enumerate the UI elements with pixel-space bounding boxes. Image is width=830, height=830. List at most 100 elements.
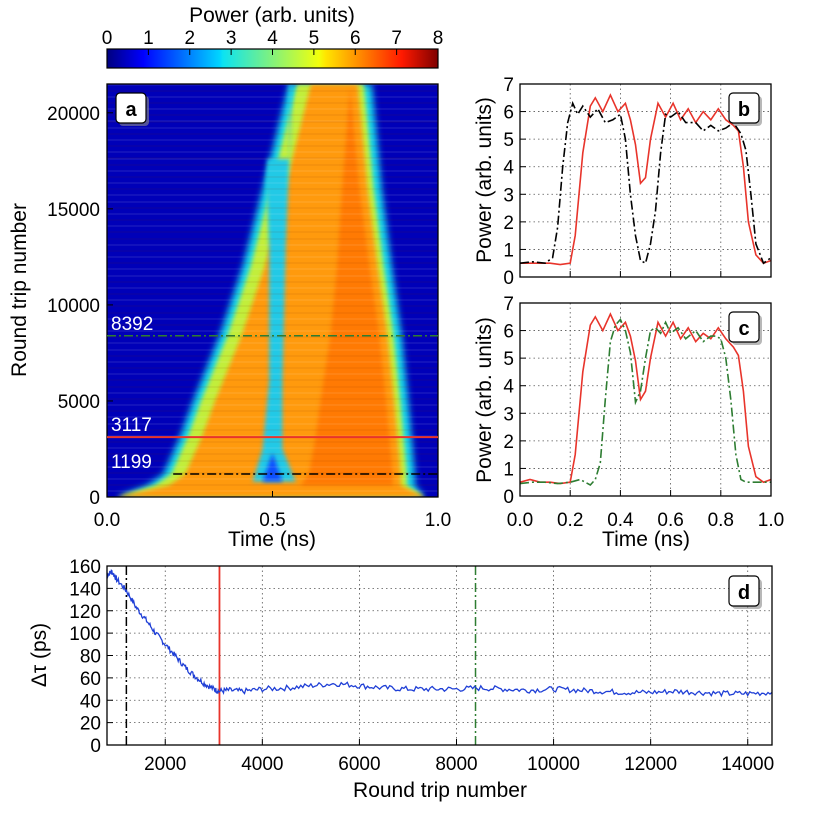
panel-a-label: a [125, 99, 137, 121]
panel-a-badge: a [115, 92, 149, 126]
panel-d-ytick-label: 80 [80, 647, 101, 668]
panel-d-ytick-label: 40 [80, 691, 101, 712]
panel-b-axes: 0 1 2 3 4 5 6 7 [503, 75, 772, 289]
panel-ytick-label: 3 [503, 404, 514, 425]
panel-d-xtick-label: 6000 [338, 754, 380, 775]
panel-d-ytick-label: 100 [69, 624, 101, 645]
panel-c-axes: 0 1 2 3 4 5 6 7 0.0 0.2 0.4 0.6 0.8 1.0 [503, 294, 784, 531]
colorbar: Power (arb. units) 0 1 2 3 4 5 6 7 8 [102, 4, 444, 69]
panel-ytick-label: 7 [503, 294, 514, 315]
series-line-1 [520, 100, 771, 265]
panel-c-label: c [738, 318, 749, 340]
panel-c: 0 1 2 3 4 5 6 7 0.0 0.2 0.4 0.6 0.8 1.0 Time (ns) Pow… [473, 294, 784, 551]
colorbar-tick-label: 3 [226, 28, 237, 49]
panel-ytick-label: 5 [503, 130, 514, 151]
panel-d-ytick-label: 160 [69, 557, 101, 578]
panel-a-ytick-label: 5000 [58, 392, 100, 413]
panel-d-badge: d [728, 575, 762, 609]
colorbar-tick-label: 6 [350, 28, 361, 49]
colorbar-tick-label: 8 [433, 28, 444, 49]
panel-d-axes: 2000 4000 6000 8000 10000 12000 14000 020406080… [69, 557, 774, 775]
panel-ytick-label: 1 [503, 240, 514, 261]
series-line-0 [107, 569, 772, 698]
panel-ytick-label: 2 [503, 213, 514, 234]
panel-a-xlabel: Time (ns) [228, 528, 316, 551]
panel-a-xtick-label: 0.5 [259, 510, 285, 531]
panel-c-xlabel: Time (ns) [602, 528, 690, 551]
colorbar-tick-label: 1 [143, 28, 154, 49]
panel-a-markers: 8392 3117 1199 [107, 314, 438, 475]
heatmap-pulse-hot [300, 84, 393, 486]
colorbar-ticks: 0 1 2 3 4 5 6 7 8 [102, 28, 444, 55]
panel-d-ytick-label: 140 [69, 579, 101, 600]
panel-a-ylabel: Round trip number [8, 203, 31, 377]
heatmap-stripes [107, 84, 438, 492]
panel-ytick-label: 2 [503, 432, 514, 453]
series-line-1 [520, 318, 771, 487]
panel-c-frame [519, 302, 772, 497]
panel-d-xtick-label: 2000 [144, 754, 186, 775]
panel-b-frame [519, 83, 772, 278]
panel-c-ylabel: Power (arb. units) [473, 317, 496, 483]
panel-a-marker-label: 3117 [111, 415, 152, 436]
panel-d-ytick-label: 120 [69, 602, 101, 623]
panel-d-xlabel: Round trip number [353, 779, 527, 802]
panel-xtick-label: 0.2 [557, 510, 583, 531]
panel-d-xtick-label: 14000 [721, 754, 774, 775]
panel-c-lines [520, 312, 771, 487]
panel-a-axes: 0.0 0.5 1.0 0 5000 10000 15000 20000 [47, 104, 451, 531]
panel-d-ylabel: Δτ (ps) [28, 623, 51, 687]
panel-d-lines [107, 566, 772, 745]
panel-d-xtick-label: 12000 [624, 754, 677, 775]
panel-ytick-label: 5 [503, 349, 514, 370]
panel-d-xtick-label: 8000 [435, 754, 477, 775]
panel-ytick-label: 0 [503, 268, 514, 289]
panel-d-ytick-label: 20 [80, 714, 101, 735]
panel-xtick-label: 0.8 [708, 510, 734, 531]
panel-d: 2000 4000 6000 8000 10000 12000 14000 020406080… [28, 557, 774, 802]
panel-a-ytick-label: 20000 [47, 104, 100, 125]
colorbar-tick-label: 5 [309, 28, 320, 49]
panel-a-xtick-label: 0.0 [94, 510, 120, 531]
panel-d-xtick-label: 4000 [241, 754, 283, 775]
panel-b-lines [520, 93, 771, 266]
panel-xtick-label: 0.4 [607, 510, 634, 531]
panel-a-ytick-label: 0 [89, 488, 100, 509]
panel-xtick-label: 0.0 [507, 510, 533, 531]
panel-d-xtick-label: 10000 [527, 754, 580, 775]
panel-a-marker-label: 8392 [111, 314, 153, 335]
heatmap-image [107, 84, 438, 497]
panel-d-ytick-label: 60 [80, 669, 101, 690]
colorbar-tick-label: 0 [102, 28, 113, 49]
panel-a-ytick-label: 10000 [47, 296, 100, 317]
panel-xtick-label: 0.6 [657, 510, 683, 531]
panel-ytick-label: 4 [503, 377, 514, 398]
panel-xtick-label: 1.0 [758, 510, 784, 531]
panel-d-label: d [738, 582, 750, 604]
colorbar-tick-label: 2 [184, 28, 195, 49]
panel-d-ytick-label: 0 [90, 736, 101, 757]
heatmap-dip [252, 84, 296, 482]
panel-a-xtick-label: 1.0 [425, 510, 451, 531]
panel-b-label: b [738, 99, 750, 121]
colorbar-tick-label: 4 [267, 28, 278, 49]
panel-b-badge: b [728, 92, 762, 126]
panel-a-marker-label: 1199 [111, 452, 152, 473]
panel-a: 8392 3117 1199 0.0 0.5 1.0 0 5000 10000 15000 200… [8, 83, 451, 551]
series-line-0 [520, 312, 771, 485]
panel-ytick-label: 0 [503, 487, 514, 508]
panel-ytick-label: 1 [503, 459, 514, 480]
series-line-0 [520, 93, 771, 266]
panel-ytick-label: 6 [503, 103, 514, 124]
panel-ytick-label: 3 [503, 185, 514, 206]
colorbar-title: Power (arb. units) [189, 4, 355, 27]
panel-a-ytick-label: 15000 [47, 200, 100, 221]
panel-c-badge: c [728, 311, 762, 345]
panel-ytick-label: 4 [503, 158, 514, 179]
panel-b-ylabel: Power (arb. units) [473, 97, 496, 263]
panel-ytick-label: 7 [503, 75, 514, 96]
panel-ytick-label: 6 [503, 322, 514, 343]
panel-b: 0 1 2 3 4 5 6 7 Power (arb. units) b [473, 75, 772, 289]
colorbar-tick-label: 7 [391, 28, 402, 49]
